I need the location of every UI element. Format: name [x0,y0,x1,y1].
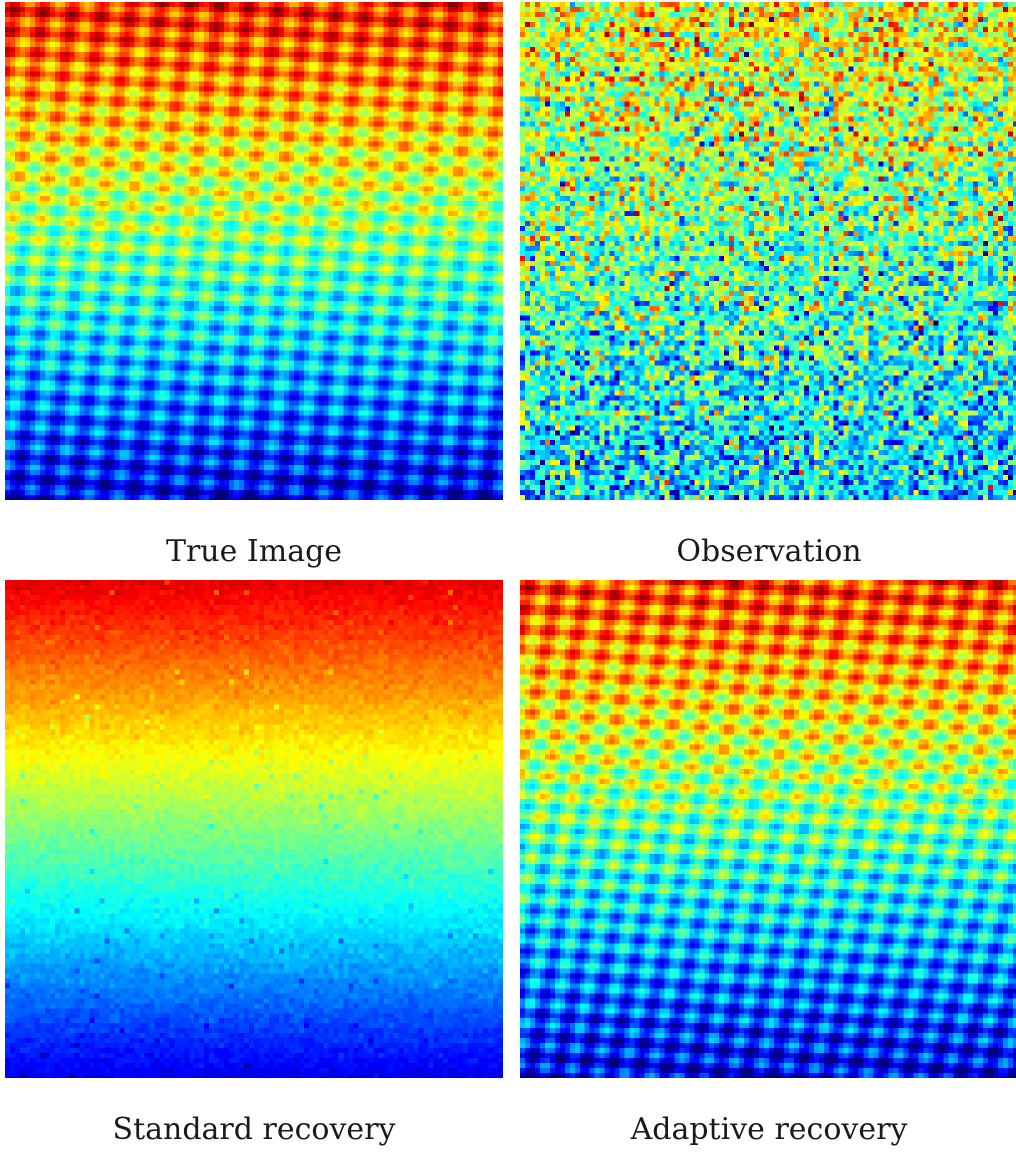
true-image-caption: True Image [165,534,343,569]
adaptive-recovery-canvas [520,580,1016,1078]
adaptive-recovery-panel [520,580,1016,1078]
adaptive-recovery-caption: Adaptive recovery [630,1112,908,1147]
standard-recovery-caption: Standard recovery [112,1112,396,1147]
observation-panel [520,2,1016,500]
observation-canvas [520,2,1016,500]
standard-recovery-panel [5,580,503,1078]
true-image-panel [5,2,503,500]
true-image-canvas [5,2,503,500]
observation-caption: Observation [676,534,862,569]
standard-recovery-canvas [5,580,503,1078]
